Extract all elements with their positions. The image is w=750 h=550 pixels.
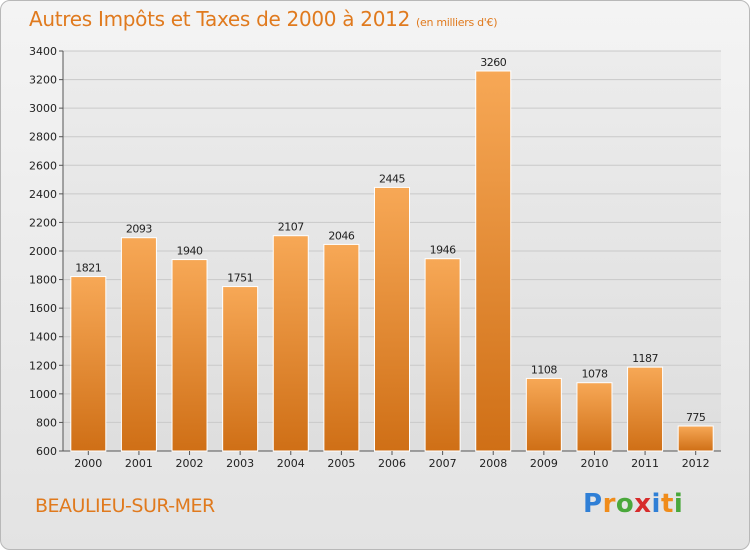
y-tick-label: 1200 [29, 359, 57, 372]
logo-letter: i [673, 489, 684, 519]
bar-value-label: 1946 [430, 244, 456, 257]
x-tick-label: 2009 [530, 457, 558, 470]
x-tick-label: 2007 [429, 457, 457, 470]
y-tick-label: 800 [36, 416, 57, 429]
bar [222, 286, 259, 452]
bar-value-label: 1940 [177, 245, 203, 258]
bar-value-label: 1187 [632, 352, 658, 365]
bar [374, 186, 410, 452]
proxiti-logo: Proxiti [583, 489, 683, 519]
bar-value-label: 775 [686, 411, 706, 424]
x-tick-label: 2004 [277, 457, 305, 470]
bar [323, 243, 360, 452]
x-tick-label: 2003 [226, 457, 254, 470]
y-tick-label: 1800 [29, 274, 57, 287]
bar-value-label: 1821 [75, 262, 101, 275]
logo-letter: t [660, 489, 674, 519]
logo-letter: r [602, 489, 616, 519]
bar-value-label: 3260 [480, 56, 506, 69]
x-tick-label: 2000 [74, 457, 102, 470]
x-tick-label: 2002 [176, 457, 204, 470]
y-tick-label: 2000 [29, 245, 57, 258]
logo-letter: P [583, 489, 603, 519]
bar [576, 382, 613, 452]
bar [424, 258, 461, 452]
y-tick-label: 2800 [29, 131, 57, 144]
x-tick-label: 2011 [631, 457, 659, 470]
bar-value-label: 1751 [227, 272, 253, 285]
bar [120, 237, 157, 452]
chart-title-text: Autres Impôts et Taxes de 2000 à 2012 [29, 7, 410, 31]
x-tick-label: 2008 [479, 457, 507, 470]
bar-value-label: 2445 [379, 172, 405, 185]
bar [272, 235, 309, 452]
bar [475, 70, 512, 452]
y-tick-label: 3400 [29, 45, 57, 58]
y-tick-label: 3000 [29, 102, 57, 115]
bar [677, 425, 714, 452]
x-tick-label: 2005 [327, 457, 355, 470]
y-tick-label: 1400 [29, 331, 57, 344]
logo-letter: o [615, 489, 635, 519]
y-tick-label: 2200 [29, 216, 57, 229]
bar-value-label: 1078 [581, 368, 607, 381]
y-tick-label: 600 [36, 445, 57, 458]
y-tick-label: 2400 [29, 188, 57, 201]
x-tick-label: 2001 [125, 457, 153, 470]
chart-title: Autres Impôts et Taxes de 2000 à 2012 (en… [29, 7, 497, 31]
y-tick-label: 3200 [29, 74, 57, 87]
bar-value-label: 1108 [531, 363, 557, 376]
bar [525, 377, 562, 452]
x-tick-label: 2012 [682, 457, 710, 470]
bar-value-label: 2107 [278, 221, 304, 234]
bar [70, 276, 107, 452]
bar-value-label: 2093 [126, 223, 152, 236]
y-tick-label: 1600 [29, 302, 57, 315]
bar [627, 366, 664, 452]
bar-value-label: 2046 [328, 229, 354, 242]
logo-letter: i [651, 489, 661, 519]
bar [171, 259, 208, 452]
city-name: BEAULIEU-SUR-MER [35, 495, 215, 517]
y-tick-label: 2600 [29, 159, 57, 172]
x-tick-label: 2006 [378, 457, 406, 470]
y-tick-label: 1000 [29, 388, 57, 401]
logo-letter: x [634, 489, 652, 519]
chart-unit: (en milliers d'€) [416, 16, 498, 29]
x-tick-label: 2010 [580, 457, 608, 470]
